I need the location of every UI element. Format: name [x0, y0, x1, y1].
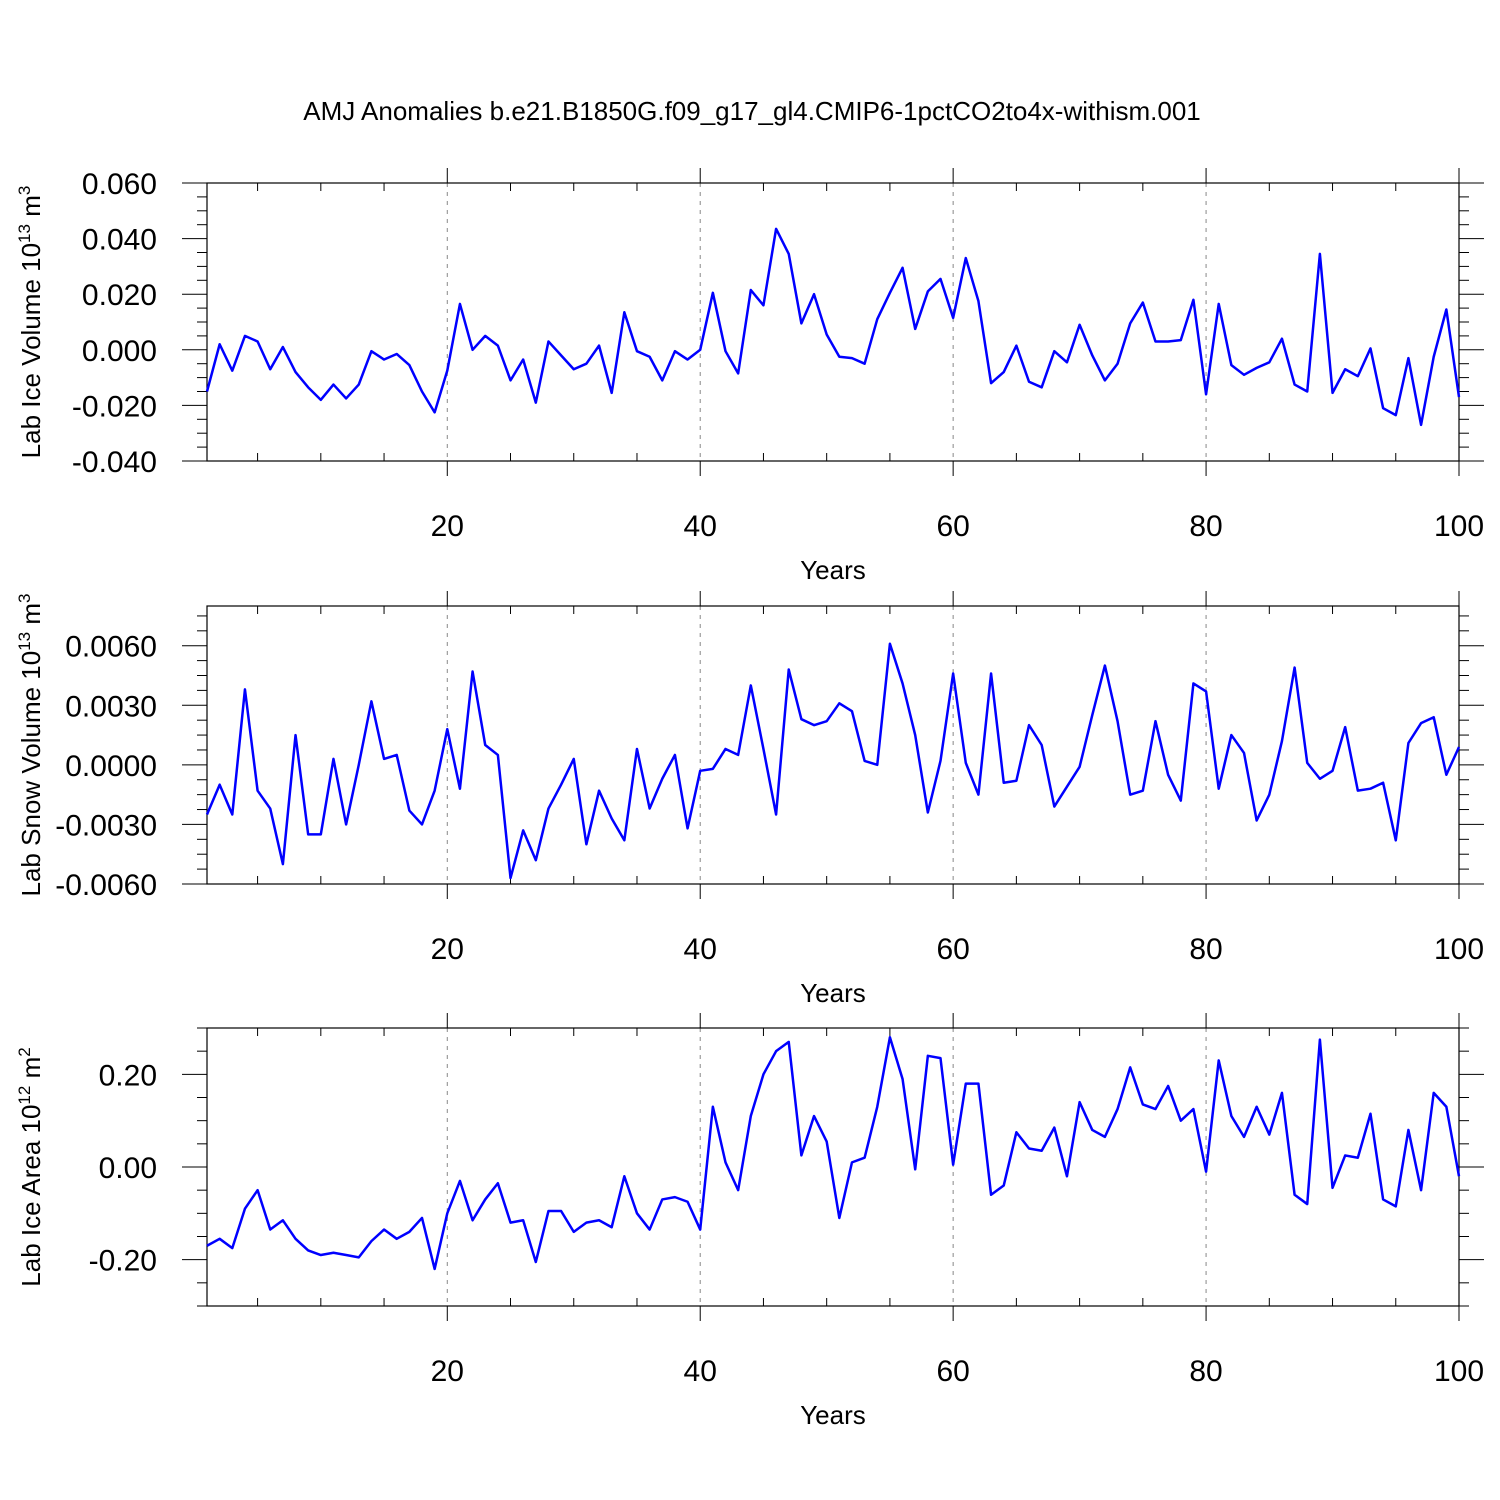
chart-title: AMJ Anomalies b.e21.B1850G.f09_g17_gl4.C… — [303, 96, 1200, 126]
x-tick-label: 100 — [1434, 510, 1484, 543]
y-tick-label: 0.0030 — [65, 690, 157, 723]
chart-panels: 20 40 60 80 100 -0.040 -0.020 0.000 0.020 0.040 0.… — [15, 168, 1484, 1430]
x-axis-label: Years — [800, 555, 866, 585]
panel-3: 20 40 60 80 100 -0.20 0.00 0.20 Years Lab Ice Are… — [15, 1013, 1484, 1430]
series-line — [206, 1036, 1461, 1271]
y-axis-label: Lab Ice Volume 1013 m3 — [15, 186, 46, 459]
x-tick-label: 20 — [431, 1355, 464, 1388]
y-tick-label: 0.060 — [82, 168, 157, 201]
x-tick-label: 60 — [936, 510, 969, 543]
y-axis-label: Lab Ice Area 1012 m2 — [15, 1047, 46, 1286]
y-tick-label: 0.000 — [82, 335, 157, 368]
y-tick-label: 0.20 — [99, 1059, 157, 1092]
x-tick-label: 40 — [684, 510, 717, 543]
plot-frame — [206, 605, 1460, 885]
y-tick-label: 0.0060 — [65, 631, 157, 664]
panel-2: 20 40 60 80 100 -0.0060 -0.0030 0.0000 0.0030 0.0… — [15, 591, 1484, 1008]
x-tick-label: 60 — [936, 1355, 969, 1388]
x-tick-label: 80 — [1189, 510, 1222, 543]
x-axis-label: Years — [800, 978, 866, 1008]
x-tick-label: 20 — [431, 510, 464, 543]
y-tick-label: -0.20 — [89, 1245, 157, 1278]
x-tick-label: 40 — [684, 933, 717, 966]
y-tick-label: -0.020 — [72, 390, 157, 423]
x-tick-label: 100 — [1434, 1355, 1484, 1388]
y-tick-label: 0.0000 — [65, 750, 157, 783]
y-tick-label: -0.0030 — [55, 809, 157, 842]
x-tick-label: 60 — [936, 933, 969, 966]
y-tick-label: 0.020 — [82, 279, 157, 312]
x-tick-label: 40 — [684, 1355, 717, 1388]
x-axis-label: Years — [800, 1400, 866, 1430]
y-tick-label: -0.040 — [72, 446, 157, 479]
series-line — [205, 642, 1461, 880]
plot-frame — [206, 182, 1460, 462]
y-axis-label: Lab Snow Volume 1013 m3 — [15, 593, 46, 896]
x-tick-label: 100 — [1434, 933, 1484, 966]
y-tick-label: 0.00 — [99, 1152, 157, 1185]
plot-frame — [206, 1027, 1460, 1307]
panel-1: 20 40 60 80 100 -0.040 -0.020 0.000 0.020 0.040 0.… — [15, 168, 1484, 585]
y-tick-label: -0.0060 — [55, 869, 157, 902]
x-tick-label: 80 — [1189, 933, 1222, 966]
y-tick-label: 0.040 — [82, 224, 157, 257]
x-tick-label: 80 — [1189, 1355, 1222, 1388]
x-tick-label: 20 — [431, 933, 464, 966]
series-line — [205, 227, 1461, 427]
